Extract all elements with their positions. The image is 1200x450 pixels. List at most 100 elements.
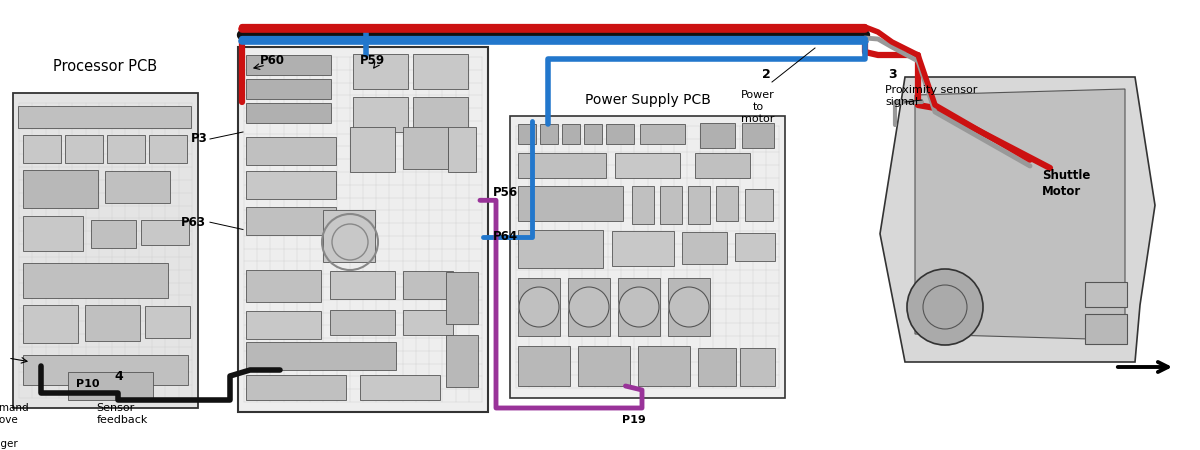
FancyBboxPatch shape: [330, 271, 395, 299]
FancyBboxPatch shape: [13, 93, 198, 408]
FancyBboxPatch shape: [246, 207, 336, 235]
FancyBboxPatch shape: [350, 127, 395, 172]
FancyBboxPatch shape: [745, 189, 773, 221]
FancyBboxPatch shape: [65, 135, 103, 163]
FancyBboxPatch shape: [246, 103, 331, 123]
FancyBboxPatch shape: [246, 270, 322, 302]
FancyBboxPatch shape: [85, 305, 140, 341]
FancyBboxPatch shape: [1085, 282, 1127, 307]
FancyBboxPatch shape: [149, 135, 187, 163]
Text: P19: P19: [622, 415, 646, 425]
FancyBboxPatch shape: [1085, 314, 1127, 344]
FancyBboxPatch shape: [638, 346, 690, 386]
FancyBboxPatch shape: [716, 186, 738, 221]
FancyBboxPatch shape: [518, 124, 536, 144]
FancyBboxPatch shape: [403, 127, 448, 169]
FancyBboxPatch shape: [323, 210, 374, 262]
FancyBboxPatch shape: [23, 216, 83, 251]
FancyBboxPatch shape: [568, 278, 610, 336]
Circle shape: [569, 287, 610, 327]
FancyBboxPatch shape: [616, 153, 680, 178]
Text: P3: P3: [191, 132, 208, 145]
FancyBboxPatch shape: [145, 306, 190, 338]
FancyBboxPatch shape: [246, 342, 396, 370]
FancyBboxPatch shape: [68, 372, 154, 400]
FancyBboxPatch shape: [413, 97, 468, 129]
FancyBboxPatch shape: [510, 116, 785, 398]
Text: P56: P56: [493, 186, 518, 199]
Text: Proximity sensor
signal: Proximity sensor signal: [886, 85, 977, 107]
FancyBboxPatch shape: [238, 47, 488, 412]
FancyBboxPatch shape: [618, 278, 660, 336]
Text: 4: 4: [115, 370, 124, 383]
FancyBboxPatch shape: [700, 123, 734, 148]
FancyBboxPatch shape: [23, 170, 98, 208]
Circle shape: [520, 287, 559, 327]
FancyBboxPatch shape: [107, 135, 145, 163]
FancyBboxPatch shape: [403, 271, 454, 299]
FancyBboxPatch shape: [142, 220, 190, 245]
FancyBboxPatch shape: [518, 346, 570, 386]
FancyBboxPatch shape: [660, 186, 682, 224]
FancyBboxPatch shape: [246, 137, 336, 165]
FancyBboxPatch shape: [518, 278, 560, 336]
Polygon shape: [880, 77, 1154, 362]
Text: P64: P64: [493, 230, 518, 243]
Text: Processor PCB: Processor PCB: [54, 59, 157, 74]
FancyBboxPatch shape: [360, 375, 440, 400]
Polygon shape: [916, 89, 1126, 340]
Circle shape: [619, 287, 659, 327]
FancyBboxPatch shape: [562, 124, 580, 144]
Text: 2: 2: [762, 68, 770, 81]
FancyBboxPatch shape: [695, 153, 750, 178]
FancyBboxPatch shape: [518, 153, 606, 178]
FancyBboxPatch shape: [18, 106, 191, 128]
FancyBboxPatch shape: [640, 124, 685, 144]
Text: Sensor
feedback: Sensor feedback: [96, 403, 148, 425]
FancyBboxPatch shape: [246, 375, 346, 400]
FancyBboxPatch shape: [23, 135, 61, 163]
Text: P60: P60: [260, 54, 286, 68]
FancyBboxPatch shape: [698, 348, 736, 386]
FancyBboxPatch shape: [246, 55, 331, 75]
Text: Power
to
motor: Power to motor: [742, 90, 775, 124]
FancyBboxPatch shape: [682, 232, 727, 264]
FancyBboxPatch shape: [448, 127, 476, 172]
FancyBboxPatch shape: [106, 171, 170, 203]
FancyBboxPatch shape: [403, 310, 454, 335]
FancyBboxPatch shape: [446, 335, 478, 387]
Text: 3: 3: [888, 68, 896, 81]
FancyBboxPatch shape: [23, 305, 78, 343]
Text: Shuttle
Motor: Shuttle Motor: [1042, 169, 1091, 198]
FancyBboxPatch shape: [246, 311, 322, 339]
FancyBboxPatch shape: [688, 186, 710, 224]
FancyBboxPatch shape: [540, 124, 558, 144]
Text: P10: P10: [77, 379, 100, 389]
Text: Power Supply PCB: Power Supply PCB: [584, 93, 710, 107]
FancyBboxPatch shape: [353, 54, 408, 89]
FancyBboxPatch shape: [518, 186, 623, 221]
FancyBboxPatch shape: [91, 220, 136, 248]
Text: P59: P59: [360, 54, 385, 68]
FancyBboxPatch shape: [518, 230, 602, 268]
FancyBboxPatch shape: [246, 171, 336, 199]
FancyBboxPatch shape: [584, 124, 602, 144]
FancyBboxPatch shape: [606, 124, 634, 144]
FancyBboxPatch shape: [23, 263, 168, 298]
Circle shape: [670, 287, 709, 327]
FancyBboxPatch shape: [734, 233, 775, 261]
FancyBboxPatch shape: [23, 355, 188, 385]
FancyBboxPatch shape: [330, 310, 395, 335]
FancyBboxPatch shape: [632, 186, 654, 224]
FancyBboxPatch shape: [413, 54, 468, 89]
FancyBboxPatch shape: [578, 346, 630, 386]
Text: Command
to move
tool
changer: Command to move tool changer: [0, 403, 29, 449]
Text: P63: P63: [181, 216, 206, 229]
Circle shape: [907, 269, 983, 345]
FancyBboxPatch shape: [742, 123, 774, 148]
FancyBboxPatch shape: [353, 97, 408, 132]
FancyBboxPatch shape: [668, 278, 710, 336]
FancyBboxPatch shape: [740, 348, 775, 386]
FancyBboxPatch shape: [446, 272, 478, 324]
FancyBboxPatch shape: [246, 79, 331, 99]
